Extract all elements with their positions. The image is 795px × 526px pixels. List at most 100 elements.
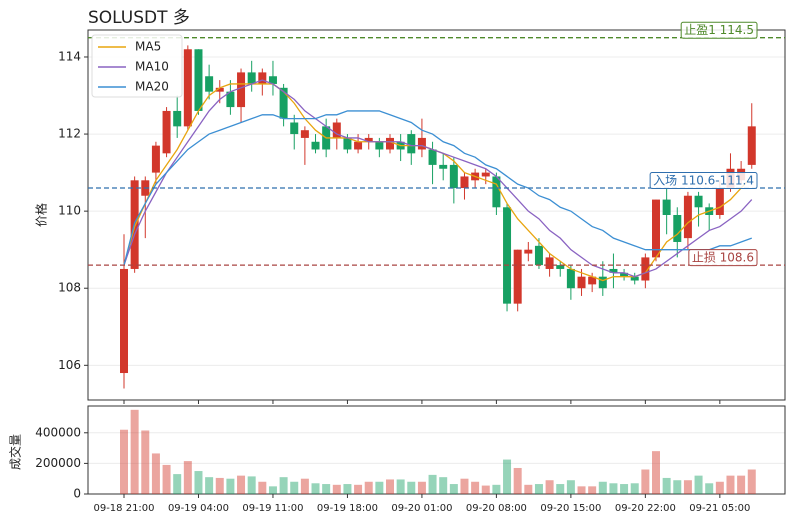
volume-bar xyxy=(598,481,607,494)
volume-bar xyxy=(566,480,575,494)
y-tick-label: 0 xyxy=(73,487,81,501)
candle-body xyxy=(513,249,522,304)
volume-bar xyxy=(588,486,597,494)
x-tick-label: 09-19 11:00 xyxy=(242,503,303,514)
volume-bar xyxy=(194,471,203,494)
level-tag: 止损 108.6 xyxy=(688,249,758,267)
candle-body xyxy=(545,257,554,269)
x-tick-label: 09-20 01:00 xyxy=(391,503,452,514)
candle-body xyxy=(407,134,416,154)
volume-bar xyxy=(609,483,618,494)
volume-bar xyxy=(247,476,256,494)
candle-body xyxy=(577,276,586,289)
volume-bar xyxy=(311,483,320,494)
candle-body xyxy=(354,141,363,150)
volume-bar xyxy=(130,409,139,494)
candle-body xyxy=(652,199,660,258)
candle-body xyxy=(641,257,650,281)
y-tick-label: 200000 xyxy=(35,456,81,470)
volume-bar xyxy=(577,486,586,494)
volume-bar xyxy=(354,484,363,494)
candle-body xyxy=(673,215,682,242)
y-tick-label: 110 xyxy=(58,204,81,218)
volume-bar xyxy=(183,461,192,494)
volume-bar xyxy=(449,484,458,494)
plot-frame xyxy=(87,405,786,495)
y-tick-label: 114 xyxy=(58,49,81,63)
volume-bar xyxy=(513,467,522,494)
chart-title: SOLUSDT 多 xyxy=(88,8,190,28)
x-tick-label: 09-20 08:00 xyxy=(466,503,527,514)
x-tick-label: 09-20 15:00 xyxy=(540,503,601,514)
candle-body xyxy=(183,49,192,127)
candle-body xyxy=(439,164,448,169)
x-tick-label: 09-18 21:00 xyxy=(93,503,154,514)
volume-bar xyxy=(226,478,235,494)
candle-body xyxy=(120,268,128,374)
volume-bar xyxy=(534,484,543,494)
legend-label: MA5 xyxy=(135,40,161,54)
volume-bar xyxy=(737,475,746,494)
plot-frame xyxy=(87,29,786,401)
candle-body xyxy=(205,76,214,92)
volume-bar xyxy=(279,477,288,494)
candle-body xyxy=(683,195,692,239)
volume-bar xyxy=(620,484,629,494)
candle-body xyxy=(151,145,160,173)
volume-bar xyxy=(417,481,426,494)
ma-line xyxy=(123,79,753,278)
volume-bar xyxy=(545,480,554,494)
ma-line xyxy=(123,110,752,266)
level-tag-box xyxy=(688,249,758,267)
volume-bar xyxy=(215,477,224,494)
volume-bar xyxy=(694,475,703,494)
y-axis-label: 价格 xyxy=(34,203,49,227)
candle-body xyxy=(460,176,469,189)
candle-body xyxy=(343,137,352,150)
volume-bar xyxy=(747,469,756,494)
volume-bar xyxy=(726,475,735,494)
volume-bar xyxy=(439,477,448,494)
candle-body xyxy=(194,49,203,111)
legend-label: MA10 xyxy=(135,60,169,74)
candle-body xyxy=(258,72,267,84)
level-tag-label: 止损 108.6 xyxy=(692,251,754,265)
candle-body xyxy=(747,126,756,165)
candle-body xyxy=(268,76,277,84)
volume-bar xyxy=(141,430,150,494)
level-tag-label: 止盈1 114.5 xyxy=(684,23,754,37)
x-tick-label: 09-19 04:00 xyxy=(168,503,229,514)
candle-body xyxy=(503,207,512,304)
candle-body xyxy=(534,245,543,266)
level-tag-label: 入场 110.6-111.4 xyxy=(653,174,754,188)
volume-bar xyxy=(205,477,214,494)
x-tick-label: 09-20 22:00 xyxy=(615,503,676,514)
legend-label: MA20 xyxy=(135,80,169,94)
volume-bar xyxy=(503,459,512,494)
candle-body xyxy=(226,91,235,108)
volume-bar xyxy=(396,479,405,494)
volume-bar xyxy=(268,486,277,494)
candle-body xyxy=(364,137,373,142)
volume-bar xyxy=(258,481,267,494)
candle-body xyxy=(173,110,182,127)
volume-bar xyxy=(673,480,682,494)
volume-bar xyxy=(524,484,533,494)
volume-bar xyxy=(471,481,480,494)
candle-body xyxy=(524,249,533,254)
candle-body xyxy=(290,122,299,135)
candle-body xyxy=(566,268,575,289)
volume-bar xyxy=(428,474,437,494)
volume-bar xyxy=(481,485,490,494)
candle-body xyxy=(492,176,501,208)
level-tag-box xyxy=(649,172,758,190)
candle-body xyxy=(609,268,618,273)
volume-bar xyxy=(364,481,373,494)
volume-bar xyxy=(492,484,501,494)
candle-body xyxy=(481,172,490,177)
volume-bar xyxy=(630,483,639,494)
candle-body xyxy=(386,137,394,150)
level-tag: 入场 110.6-111.4 xyxy=(649,172,758,190)
candle-body xyxy=(311,141,320,150)
